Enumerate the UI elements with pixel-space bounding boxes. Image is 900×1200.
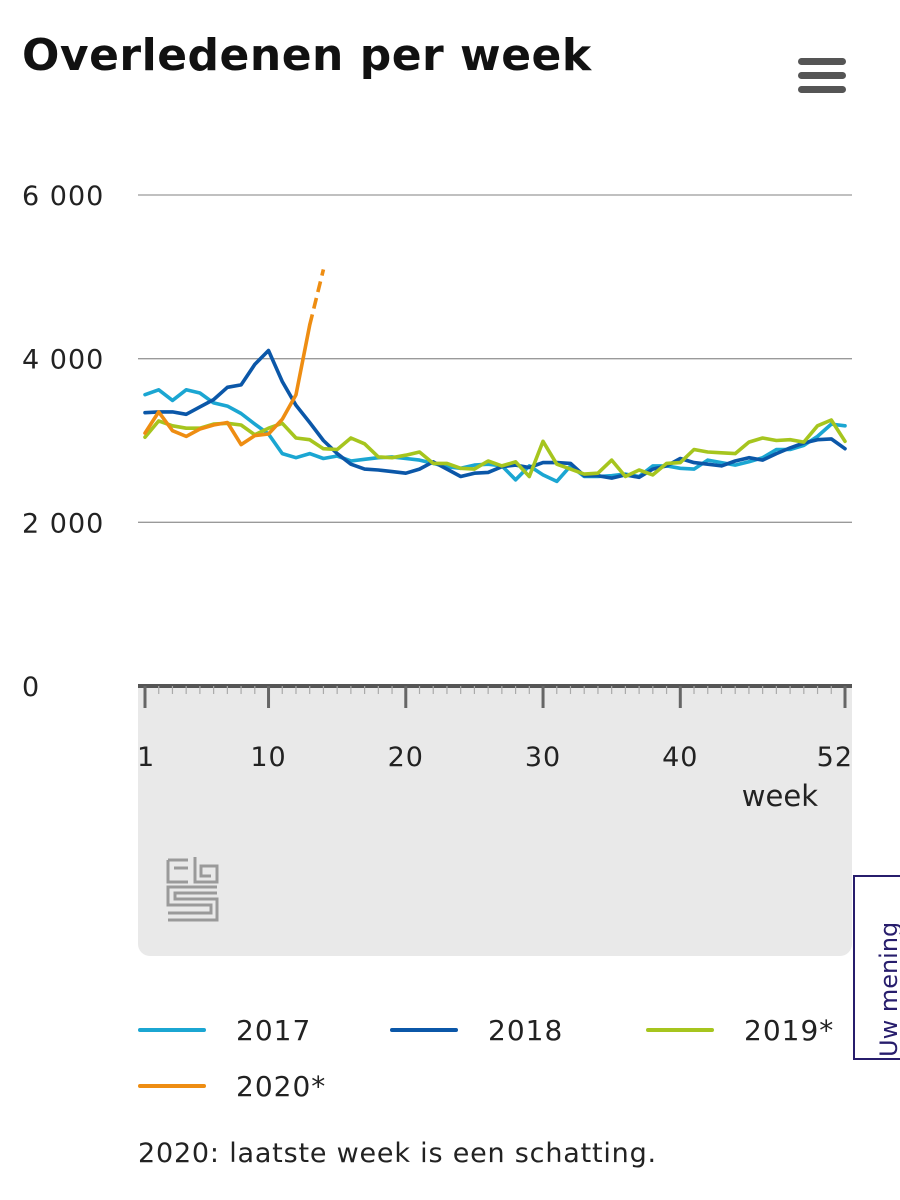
x-axis-label: week — [742, 779, 818, 813]
legend-swatch — [390, 1028, 458, 1032]
chart-footnote: 2020: laatste week is een schatting. — [138, 1138, 657, 1169]
legend-item-2019[interactable]: 2019* — [646, 1010, 834, 1050]
hamburger-menu-icon-bar — [798, 72, 846, 79]
x-tick-label: 10 — [250, 742, 286, 773]
legend-item-2017[interactable]: 2017 — [138, 1010, 311, 1050]
series-line-2020 — [143, 323, 312, 447]
grid-lines — [138, 194, 852, 708]
legend-swatch — [646, 1028, 714, 1032]
cbs-logo-icon — [166, 857, 219, 922]
hamburger-menu-icon-bar — [798, 86, 846, 93]
series-line-2019 — [143, 418, 847, 479]
series-line-2018 — [143, 348, 847, 480]
x-tick-labels: 1 10 20 30 40 52 — [137, 742, 853, 773]
series-lines — [143, 269, 847, 484]
feedback-tab[interactable]: Uw mening — [853, 875, 900, 1060]
chart-area: 0 2 000 4 000 6 000 1 10 20 30 40 52 week — [22, 181, 853, 813]
x-tick-label: 20 — [388, 742, 424, 773]
legend-label: 2017 — [236, 1013, 312, 1047]
y-tick-label: 0 — [22, 672, 40, 703]
y-tick-labels: 0 2 000 4 000 6 000 — [22, 181, 104, 703]
x-axis-panel — [138, 688, 852, 956]
page-title: Overledenen per week — [22, 30, 592, 81]
y-tick-label: 6 000 — [22, 181, 104, 212]
legend-label: 2018 — [488, 1013, 564, 1047]
legend: 2017 2018 2019* 2020* — [138, 1010, 858, 1120]
y-tick-label: 2 000 — [22, 508, 104, 539]
legend-label: 2020* — [236, 1069, 327, 1103]
legend-item-2018[interactable]: 2018 — [390, 1010, 563, 1050]
x-tick-label: 1 — [137, 742, 155, 773]
series-estimate-line — [307, 269, 326, 326]
feedback-tab-label: Uw mening — [875, 921, 900, 1057]
legend-item-2020[interactable]: 2020* — [138, 1066, 326, 1106]
legend-swatch — [138, 1084, 206, 1088]
x-tick-label: 52 — [817, 742, 853, 773]
hamburger-menu-icon — [798, 58, 846, 65]
legend-swatch — [138, 1028, 206, 1032]
legend-label: 2019* — [744, 1013, 835, 1047]
y-tick-label: 4 000 — [22, 345, 104, 376]
x-tick-label: 30 — [525, 742, 561, 773]
chart-menu-button[interactable] — [798, 58, 848, 96]
x-tick-label: 40 — [662, 742, 698, 773]
